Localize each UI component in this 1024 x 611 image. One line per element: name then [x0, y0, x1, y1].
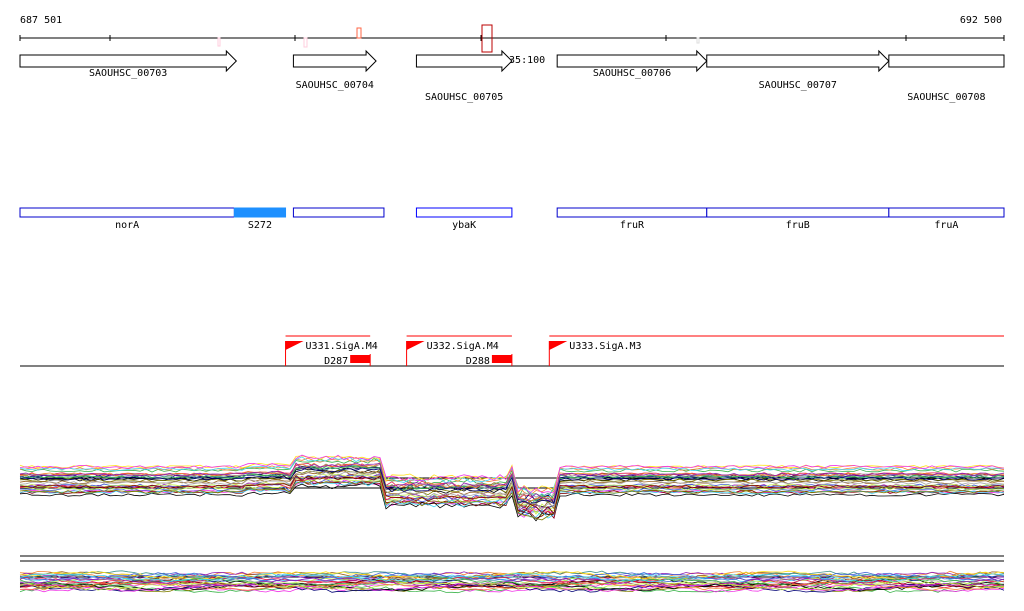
- site-marker[interactable]: [303, 37, 308, 48]
- expression-track-2: [19, 555, 1005, 594]
- annotation-box[interactable]: [415, 207, 513, 218]
- ruler: [19, 24, 1005, 53]
- ruler-start-label: 687 501: [20, 15, 62, 26]
- annotation-box[interactable]: [19, 207, 235, 218]
- site-marker[interactable]: [356, 27, 362, 39]
- gene-track: SAOUHSC_00703 SAOUHSC_00704 SAOUHSC_00705 S…: [19, 49, 1005, 103]
- gene-label: SAOUHSC_00708: [907, 92, 985, 103]
- expression-line: [19, 475, 1005, 515]
- gene-SAOUHSC_00704[interactable]: SAOUHSC_00704: [292, 49, 377, 91]
- annotation-fruR[interactable]: fruR: [556, 207, 708, 231]
- expression-line: [19, 580, 1005, 591]
- promoter-label: U332.SigA.M4: [427, 341, 499, 352]
- expression-line: [19, 581, 1005, 591]
- gene-arrow[interactable]: [415, 49, 513, 73]
- terminator-box: [350, 355, 371, 363]
- gene-SAOUHSC_00707[interactable]: SAOUHSC_00707: [706, 49, 890, 91]
- gene-SAOUHSC_00708[interactable]: SAOUHSC_00708: [888, 54, 1005, 103]
- annotation-label: ybaK: [452, 220, 476, 231]
- annotation-ybaK[interactable]: ybaK: [415, 207, 513, 231]
- gene-SAOUHSC_00706[interactable]: SAOUHSC_00706: [556, 49, 708, 79]
- promoter-flag-icon: [549, 341, 568, 350]
- terminator-label: D287: [324, 356, 348, 367]
- site-marker-selected[interactable]: [481, 24, 493, 53]
- expression-line: [19, 483, 1005, 522]
- promoter-label: U333.SigA.M3: [569, 341, 641, 352]
- expression-line: [19, 470, 1005, 510]
- gene-label: SAOUHSC_00706: [593, 68, 671, 79]
- annotation-label: fruR: [620, 220, 645, 231]
- site-marker[interactable]: [217, 37, 221, 47]
- annotation-fruA[interactable]: fruA: [888, 207, 1005, 231]
- expression-line: [19, 583, 1005, 593]
- expression-track-1: [19, 454, 1005, 522]
- expression-line: [19, 583, 1005, 594]
- expression-line: [19, 454, 1005, 494]
- annotation-box[interactable]: [233, 207, 287, 218]
- expression-line: [19, 479, 1005, 521]
- expression-line: [19, 573, 1005, 583]
- promoter-U332.SigA.M4[interactable]: U332.SigA.M4 D288: [406, 335, 513, 367]
- expression-line: [19, 582, 1005, 592]
- expression-line: [19, 466, 1005, 505]
- promoter-flag-icon: [406, 341, 425, 350]
- gene-SAOUHSC_00705[interactable]: SAOUHSC_00705: [415, 49, 513, 103]
- gene-label: SAOUHSC_00704: [296, 80, 374, 91]
- annotation-box[interactable]: [556, 207, 708, 218]
- promoter-U333.SigA.M3[interactable]: U333.SigA.M3: [548, 335, 1004, 366]
- expression-line: [19, 577, 1005, 587]
- promoter-track: U331.SigA.M4 D287 U332.SigA.M4 D288 U333.Sig…: [20, 335, 1004, 367]
- annotation-box[interactable]: [706, 207, 890, 218]
- annotation-box[interactable]: [888, 207, 1005, 218]
- annotation-track: norA S272 ybaK fruR fruB fruA: [19, 207, 1005, 231]
- terminator-box: [491, 355, 512, 363]
- annotation-S272[interactable]: S272: [233, 207, 287, 231]
- annotation-label: fruB: [786, 220, 810, 231]
- annotation-label: S272: [248, 220, 272, 231]
- terminator-label: D288: [466, 356, 490, 367]
- expression-line: [19, 570, 1005, 581]
- gene-arrow[interactable]: [706, 49, 890, 73]
- gene-label: SAOUHSC_00703: [89, 68, 167, 79]
- expression-line: [19, 462, 1005, 504]
- expression-line: [19, 572, 1005, 583]
- expression-line: [19, 455, 1005, 495]
- expression-line: [20, 581, 1005, 592]
- expression-line: [19, 577, 1005, 588]
- annotation-label: norA: [115, 220, 139, 231]
- gene-SAOUHSC_00703[interactable]: SAOUHSC_00703: [19, 49, 238, 79]
- expression-line: [19, 583, 1005, 593]
- gene-label: SAOUHSC_00705: [425, 92, 503, 103]
- site-marker[interactable]: [696, 37, 700, 44]
- gene-box[interactable]: [888, 54, 1005, 68]
- gene-arrow[interactable]: [19, 49, 238, 73]
- annotation-unnamed[interactable]: [292, 207, 385, 218]
- annotation-label: fruA: [934, 220, 958, 231]
- promoter-U331.SigA.M4[interactable]: U331.SigA.M4 D287: [285, 335, 378, 367]
- gene-arrow[interactable]: [556, 49, 708, 73]
- promoter-flag-icon: [285, 341, 304, 350]
- annotation-norA[interactable]: norA: [19, 207, 235, 231]
- annotation-box[interactable]: [292, 207, 385, 218]
- promoter-label: U331.SigA.M4: [306, 341, 378, 352]
- annotation-fruB[interactable]: fruB: [706, 207, 890, 231]
- marker-label: T635:100: [497, 55, 545, 66]
- ruler-end-label: 692 500: [960, 15, 1002, 26]
- gene-label: SAOUHSC_00707: [759, 80, 837, 91]
- gene-arrow[interactable]: [292, 49, 377, 73]
